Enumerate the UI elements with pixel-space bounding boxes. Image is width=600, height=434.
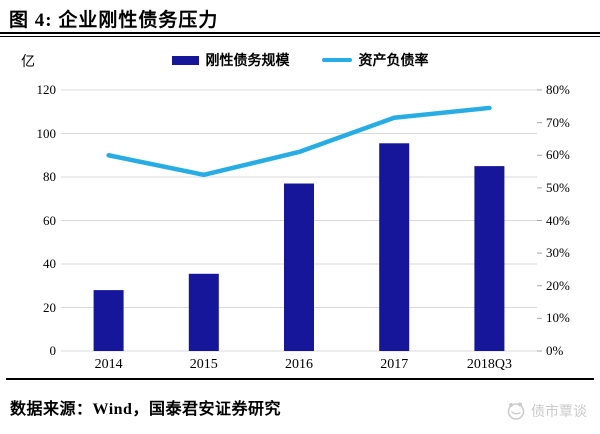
line-series-swatch-icon [321,58,352,62]
watermark-text: 债市覃谈 [531,405,587,420]
left-axis-tick-label: 120 [36,82,57,97]
right-axis-tick-label: 40% [546,212,570,228]
watermark: 债市覃谈 [505,400,587,422]
right-axis-tick-label: 70% [546,114,570,130]
bar-2017 [379,143,410,351]
left-axis-tick-label: 100 [36,125,57,141]
right-axis-tick-label: 20% [546,277,570,293]
left-axis-unit-label: 亿 [21,55,35,70]
x-axis-label-2014: 2014 [94,357,123,372]
left-axis-tick-label: 40 [43,256,56,271]
x-axis-label-2015: 2015 [189,357,218,372]
x-axis-label-2016: 2016 [285,357,313,372]
legend-item-bar-series: 刚性债务规模 [171,50,290,70]
line-series [106,105,492,178]
legend-label-line-series: 资产负债率 [358,54,429,69]
source-note: 数据来源：Wind，国泰君安证券研究 [10,401,281,418]
legend-label-bar-series: 刚性债务规模 [205,54,290,69]
bar-2014 [93,290,124,351]
bar-2016 [284,183,314,351]
right-axis-tick-label: 0% [546,343,564,358]
right-axis-tick-label: 30% [546,245,570,261]
left-axis-tick-label: 80 [43,169,56,184]
figure-bottom-divider [6,378,594,380]
right-axis-tick-label: 80% [546,82,570,97]
legend-item-line-series: 资产负债率 [321,50,429,70]
left-axis-tick-label: 20 [43,299,56,315]
bar-series-swatch-icon [171,55,199,65]
chart-legend: 刚性债务规模 资产负债率 [0,50,600,70]
right-axis-tick-label: 10% [546,310,570,326]
x-axis-label-2018Q3: 2018Q3 [466,357,512,372]
right-axis-tick-label: 50% [546,179,570,195]
right-axis-tick-label: 60% [546,147,570,163]
x-axis-label-2017: 2017 [380,357,409,372]
watermark-logo-icon [507,402,525,420]
left-axis-tick-label: 60 [43,212,56,228]
bar-2018Q3 [474,166,505,351]
figure-title: 图 4: 企业刚性债务压力 [9,10,219,31]
left-axis-tick-label: 0 [49,343,57,358]
bar-2015 [188,273,219,351]
title-divider [0,32,600,37]
